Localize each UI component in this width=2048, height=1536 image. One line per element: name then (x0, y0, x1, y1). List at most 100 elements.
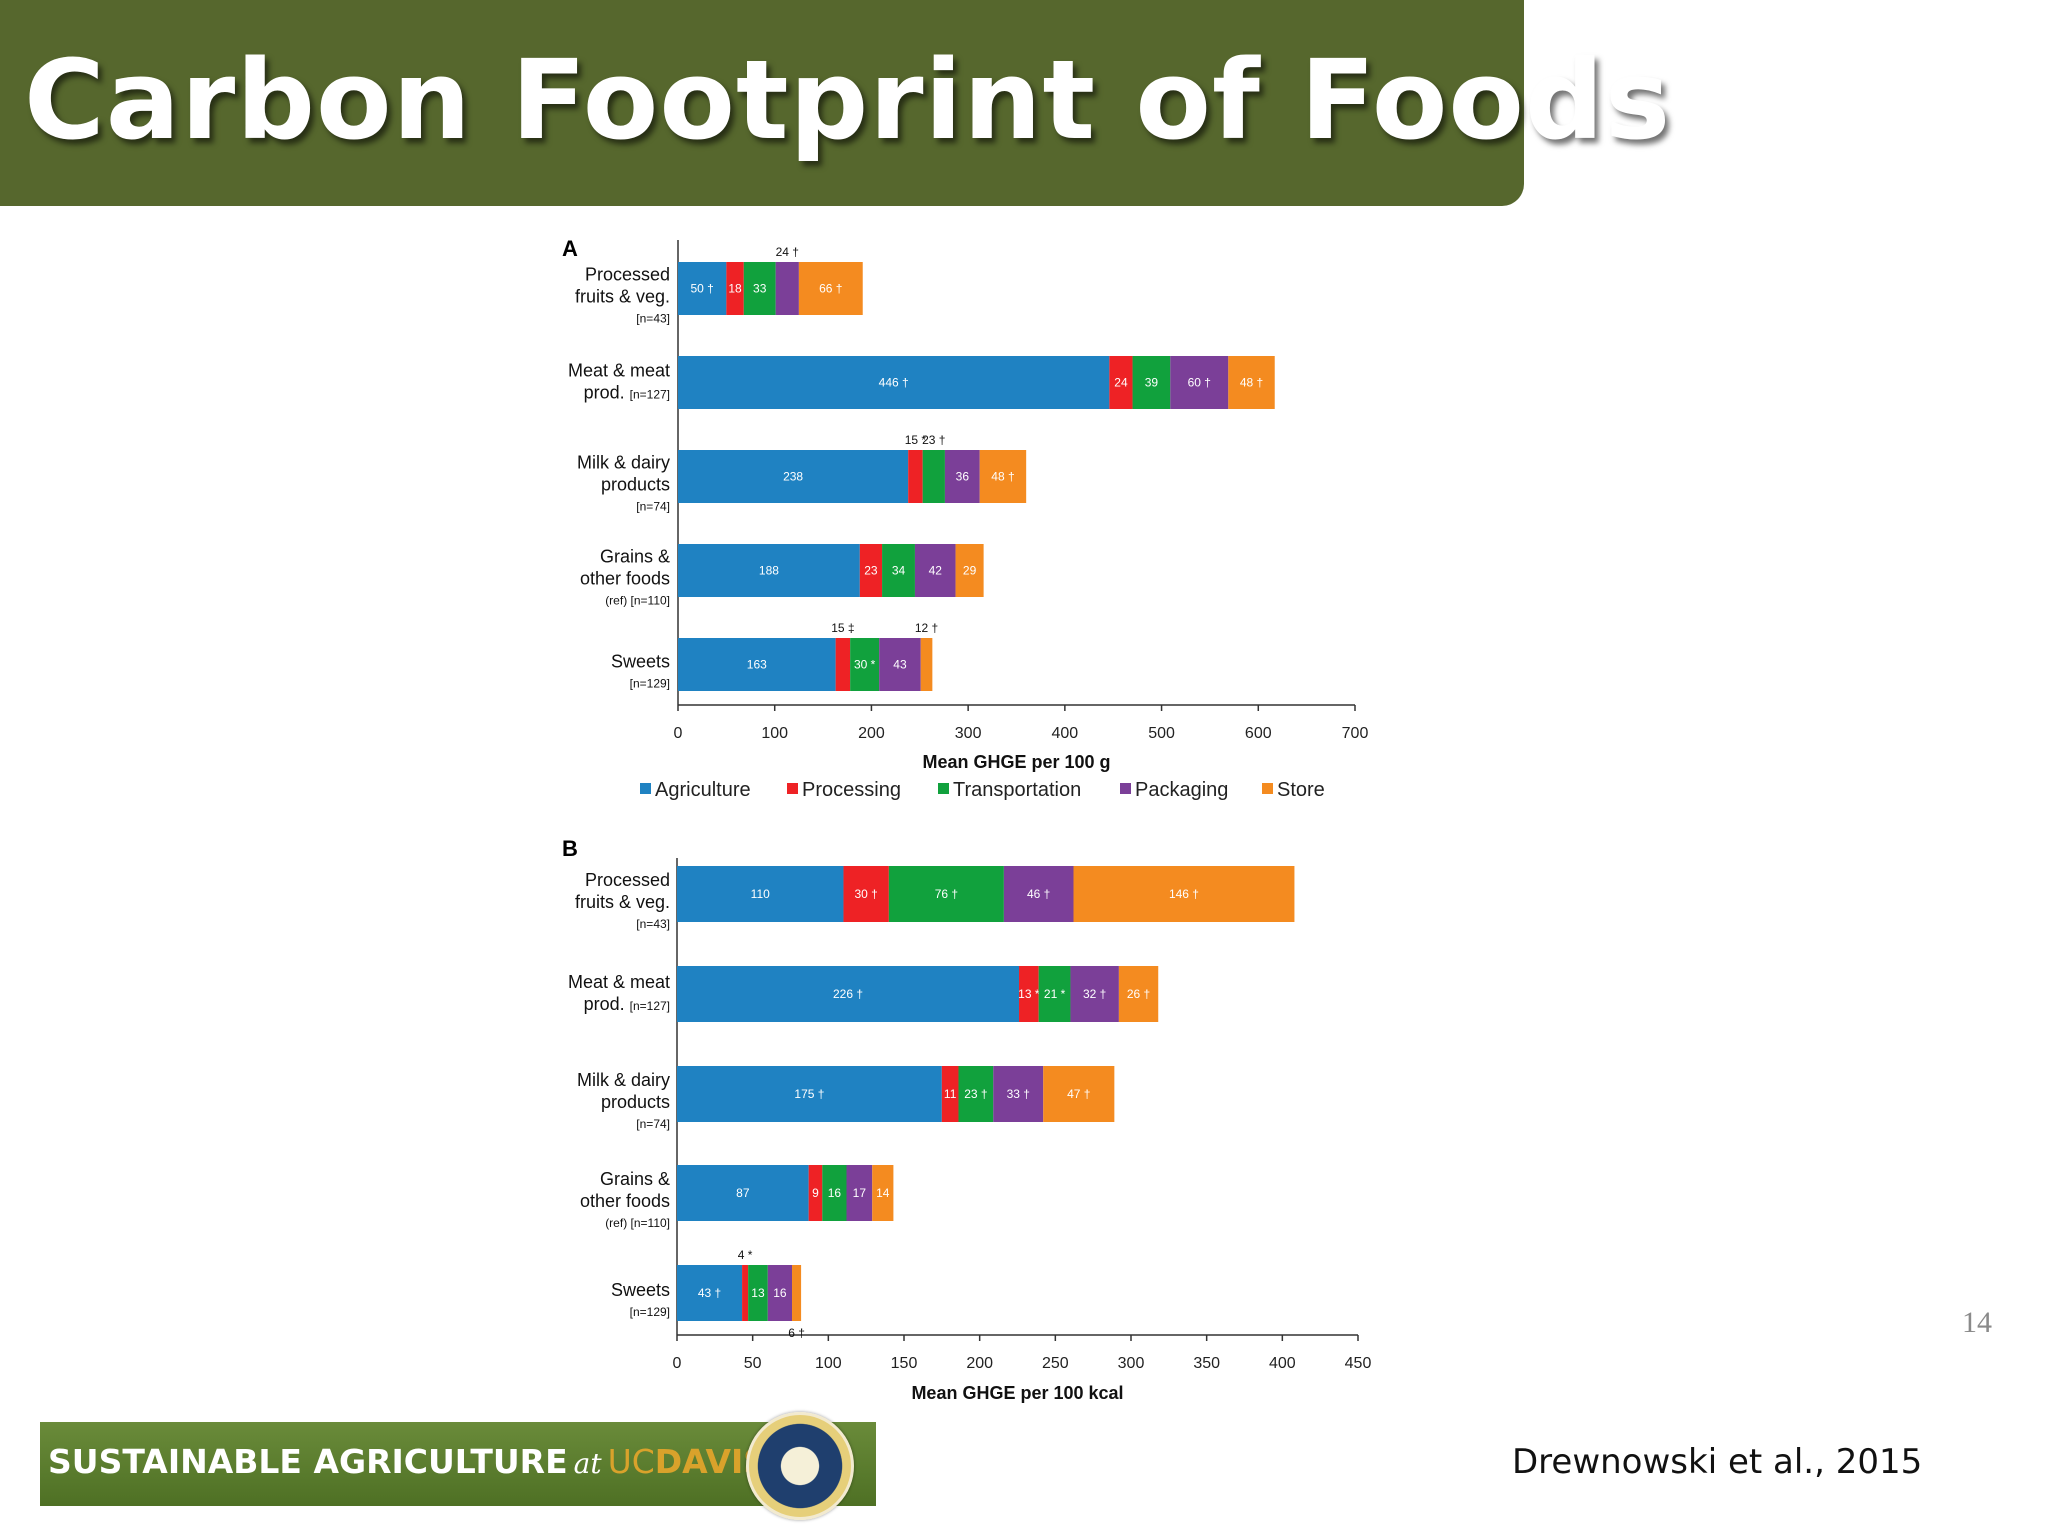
banner-title: SUSTAINABLE AGRICULTURE (48, 1442, 568, 1481)
category-n: [n=74] (636, 500, 670, 514)
panel-b-x-tick-label: 50 (744, 1355, 762, 1372)
data-label-packaging: 36 (956, 470, 970, 484)
panel-b-x-tick-label: 350 (1193, 1355, 1220, 1372)
data-label-store: 14 (876, 1186, 890, 1200)
category-n: [n=127] (630, 999, 670, 1013)
bar-processing (835, 638, 851, 691)
bar-store (1073, 866, 1295, 922)
uc-seal-logo (746, 1412, 854, 1520)
data-label-transportation: 30 * (854, 658, 876, 672)
data-label-transportation: 13 (751, 1286, 765, 1300)
bar-packaging (1070, 966, 1119, 1022)
data-label-above-transportation: 23 † (922, 433, 945, 447)
data-label-agriculture: 110 (751, 887, 770, 901)
category-label: Grains & (600, 547, 670, 567)
panel-b-x-tick-label: 200 (966, 1355, 993, 1372)
panel-a-x-axis-title: Mean GHGE per 100 g (922, 752, 1110, 772)
page-number: 14 (1962, 1306, 1992, 1339)
data-label-processing: 18 (728, 282, 742, 296)
bar-agriculture (678, 262, 727, 315)
bar-transportation (1038, 966, 1071, 1022)
data-label-transportation: 76 † (935, 887, 958, 901)
bar-packaging (775, 262, 799, 315)
data-label-packaging: 43 (893, 658, 907, 672)
bar-packaging (1003, 866, 1074, 922)
category-n: [n=129] (630, 677, 670, 691)
bar-transportation (850, 638, 880, 691)
bar-packaging (944, 450, 980, 503)
data-label-above-processing: 15 ‡ (831, 621, 854, 635)
panel-b-label: B (562, 836, 578, 861)
bar-transportation (882, 544, 915, 597)
category-label: products (601, 475, 670, 495)
category-label: fruits & veg. (575, 892, 670, 912)
category-n: [n=43] (636, 917, 670, 931)
bar-store (1228, 356, 1275, 409)
category-label: prod. [n=127] (584, 994, 670, 1014)
data-label-processing: 30 † (854, 887, 877, 901)
data-label-packaging: 46 † (1027, 887, 1050, 901)
bar-processing (808, 1165, 823, 1221)
data-label-packaging: 16 (773, 1286, 787, 1300)
data-label-packaging: 17 (853, 1186, 867, 1200)
bar-transportation (822, 1165, 847, 1221)
category-n: [n=74] (636, 1117, 670, 1131)
panel-b-x-tick-label: 400 (1269, 1355, 1296, 1372)
bar-agriculture (677, 966, 1020, 1022)
category-n: [n=129] (630, 1305, 670, 1319)
data-label-above-store: 12 † (915, 621, 938, 635)
data-label-store: 146 † (1169, 887, 1199, 901)
bar-packaging (846, 1165, 873, 1221)
bar-processing (859, 544, 883, 597)
data-label-agriculture: 43 † (698, 1286, 721, 1300)
bar-transportation (888, 866, 1004, 922)
banner-uc: UC (607, 1442, 655, 1481)
panel-b-x-tick-label: 450 (1345, 1355, 1372, 1372)
data-label-agriculture: 50 † (690, 282, 713, 296)
bar-packaging (1170, 356, 1229, 409)
bar-processing (742, 1265, 749, 1321)
banner-text: SUSTAINABLE AGRICULTURE at UCDAVIS (48, 1442, 767, 1481)
data-label-agriculture: 163 (747, 658, 767, 672)
data-label-processing: 9 (812, 1186, 819, 1200)
category-label: Grains & (600, 1169, 670, 1189)
category-n: (ref) [n=110] (605, 1216, 670, 1230)
legend-swatch-agriculture (640, 783, 651, 794)
data-label-processing: 24 (1114, 376, 1128, 390)
bar-store (955, 544, 984, 597)
uc-davis-banner: SUSTAINABLE AGRICULTURE at UCDAVIS (40, 1422, 876, 1506)
data-label-transportation: 23 † (964, 1087, 987, 1101)
legend-label-agriculture: Agriculture (655, 779, 751, 801)
data-label-packaging: 42 (929, 564, 943, 578)
data-label-transportation: 34 (892, 564, 906, 578)
legend-swatch-packaging (1120, 783, 1131, 794)
panel-b-x-tick-label: 250 (1042, 1355, 1069, 1372)
data-label-below-store: 6 † (788, 1326, 805, 1340)
bar-agriculture (678, 638, 836, 691)
bar-transportation (748, 1265, 768, 1321)
category-label: Milk & dairy (577, 1070, 670, 1090)
bar-store (920, 638, 933, 691)
panel-a-label: A (562, 236, 578, 261)
category-n: [n=43] (636, 312, 670, 326)
category-label: products (601, 1092, 670, 1112)
legend-swatch-processing (787, 783, 798, 794)
bar-agriculture (678, 356, 1110, 409)
data-label-store: 47 † (1067, 1087, 1090, 1101)
bar-transportation (1132, 356, 1171, 409)
category-label: Processed (585, 265, 670, 285)
bar-transportation (958, 1066, 994, 1122)
data-label-packaging: 60 † (1188, 376, 1211, 390)
data-label-store: 66 † (819, 282, 842, 296)
category-label: prod. [n=127] (584, 383, 670, 403)
bar-packaging (914, 544, 956, 597)
data-label-packaging: 33 † (1007, 1087, 1030, 1101)
citation: Drewnowski et al., 2015 (1512, 1442, 1923, 1482)
data-label-store: 48 † (1240, 376, 1263, 390)
bar-processing (941, 1066, 959, 1122)
legend-swatch-store (1262, 783, 1273, 794)
category-n: [n=127] (630, 388, 670, 402)
bar-processing (1109, 356, 1133, 409)
bar-agriculture (677, 1265, 743, 1321)
data-label-transportation: 16 (828, 1186, 842, 1200)
